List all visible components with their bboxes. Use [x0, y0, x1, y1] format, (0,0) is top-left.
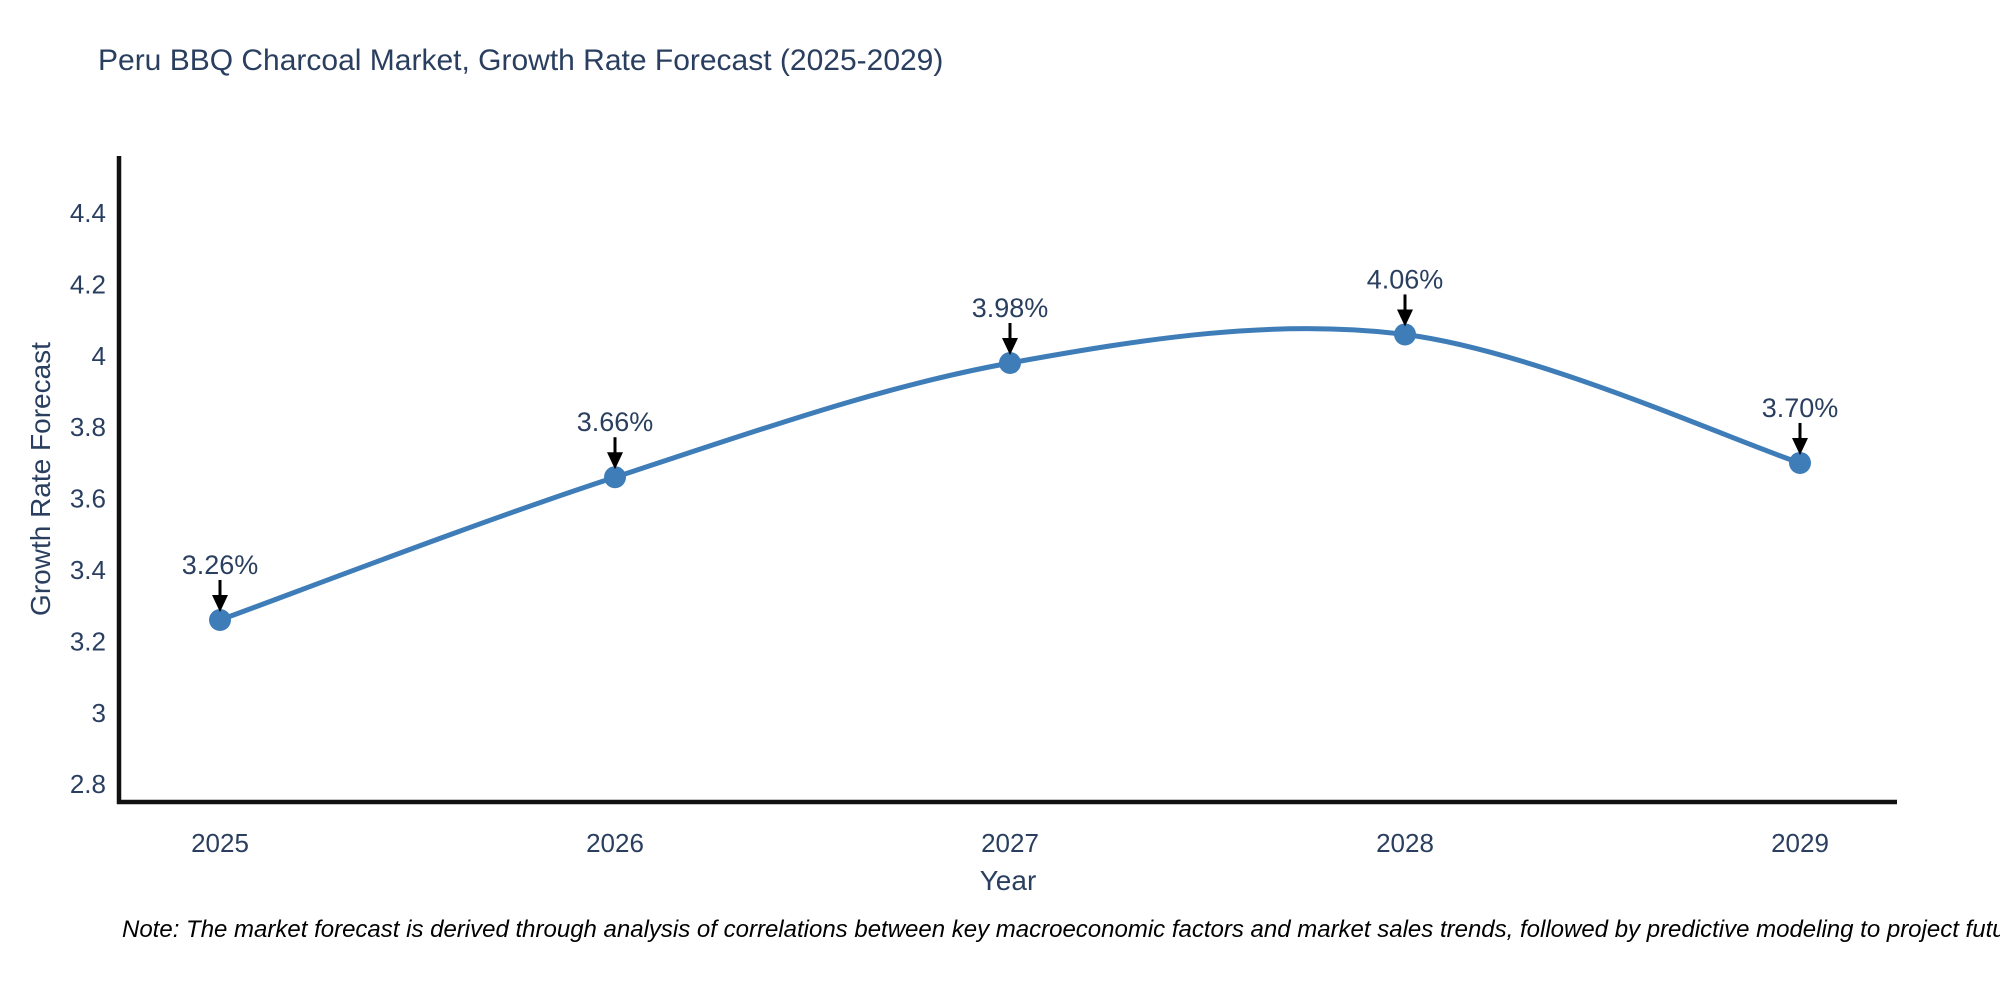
annotation-arrow-head-icon	[1002, 338, 1018, 356]
annotation-arrow-head-icon	[1397, 309, 1413, 327]
y-tick-label: 3.6	[70, 484, 106, 514]
annotation-label: 3.66%	[577, 407, 654, 437]
y-tick-label: 4.2	[70, 269, 106, 299]
annotation-arrow-head-icon	[1792, 437, 1808, 455]
y-axis-title: Growth Rate Forecast	[25, 342, 56, 616]
x-tick-label: 2029	[1771, 828, 1829, 858]
annotation-label: 4.06%	[1367, 264, 1444, 294]
x-axis-title: Year	[980, 865, 1037, 896]
y-tick-label: 3.4	[70, 555, 106, 585]
annotation-arrow-head-icon	[607, 452, 623, 470]
x-tick-label: 2025	[191, 828, 249, 858]
data-point-marker	[1789, 451, 1811, 474]
y-tick-label: 2.8	[70, 769, 106, 799]
annotation-label: 3.98%	[972, 293, 1049, 323]
data-point-marker	[999, 352, 1021, 375]
annotation-label: 3.70%	[1762, 393, 1839, 423]
data-point-marker	[1394, 323, 1416, 346]
data-point-marker	[604, 466, 626, 489]
y-tick-label: 3.2	[70, 626, 106, 656]
y-tick-label: 3	[92, 698, 106, 728]
x-tick-label: 2028	[1376, 828, 1434, 858]
y-tick-label: 4	[92, 341, 106, 371]
chart-title: Peru BBQ Charcoal Market, Growth Rate Fo…	[98, 44, 944, 77]
annotation-label: 3.26%	[182, 550, 259, 580]
footnote: Note: The market forecast is derived thr…	[122, 916, 2000, 943]
data-point-marker	[209, 608, 231, 631]
y-tick-label: 4.4	[70, 198, 106, 228]
y-tick-label: 3.8	[70, 412, 106, 442]
annotation-arrow-head-icon	[212, 594, 228, 612]
x-tick-label: 2027	[981, 828, 1039, 858]
x-tick-label: 2026	[586, 828, 644, 858]
